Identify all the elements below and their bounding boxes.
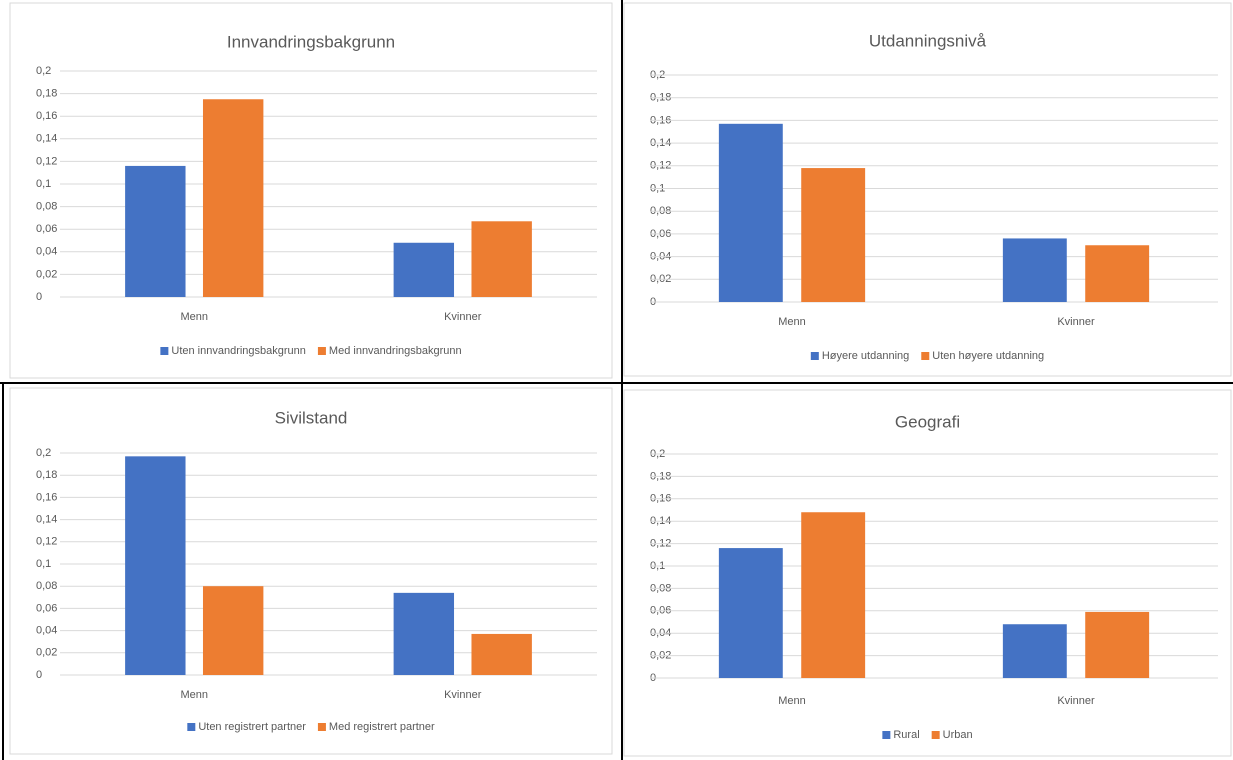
chart-title: Geografi	[895, 412, 960, 431]
y-tick-label: 0,04	[36, 625, 57, 637]
chart-title: Utdanningsnivå	[869, 31, 987, 50]
bar	[125, 456, 186, 675]
legend-label: Uten høyere utdanning	[932, 350, 1044, 362]
chart-title: Sivilstand	[275, 408, 348, 427]
bar	[801, 168, 866, 302]
bar	[393, 242, 455, 297]
y-tick-label: 0,04	[36, 246, 57, 258]
legend-label: Uten registrert partner	[198, 721, 306, 733]
legend-swatch	[187, 723, 196, 731]
bar	[1002, 238, 1067, 302]
y-tick-label: 0,18	[36, 88, 57, 100]
y-tick-label: 0,2	[36, 447, 51, 459]
legend-label: Med innvandringsbakgrunn	[329, 345, 462, 357]
legend-swatch	[921, 352, 930, 360]
legend-swatch	[882, 731, 891, 739]
x-tick-label: Kvinner	[1057, 316, 1095, 328]
bar	[125, 165, 186, 297]
chart-frame	[9, 2, 613, 379]
x-tick-label: Kvinner	[444, 689, 482, 701]
chart-frame	[9, 387, 613, 755]
x-tick-label: Kvinner	[1057, 695, 1095, 707]
bar	[393, 592, 455, 675]
y-tick-label: 0	[36, 669, 42, 681]
bar	[471, 221, 532, 297]
y-tick-label: 0,16	[36, 110, 57, 122]
chart-frame	[623, 2, 1232, 377]
bar	[801, 512, 866, 678]
y-tick-label: 0,08	[36, 201, 57, 213]
x-tick-label: Menn	[180, 311, 208, 323]
legend-swatch	[317, 347, 326, 355]
bar	[202, 99, 264, 297]
y-tick-label: 0,02	[36, 647, 57, 659]
legend-label: Rural	[893, 729, 919, 741]
legend-label: Høyere utdanning	[822, 350, 909, 362]
x-tick-label: Menn	[180, 689, 208, 701]
legend-label: Uten innvandringsbakgrunn	[171, 345, 306, 357]
y-tick-label: 0,08	[36, 580, 57, 592]
bar	[1085, 611, 1150, 678]
y-tick-label: 0,1	[36, 178, 51, 190]
chart-title: Innvandringsbakgrunn	[227, 32, 395, 51]
x-tick-label: Kvinner	[444, 311, 482, 323]
x-tick-label: Menn	[778, 695, 806, 707]
bar	[202, 586, 264, 675]
bar	[471, 633, 532, 675]
y-tick-label: 0,06	[36, 602, 57, 614]
y-tick-label: 0,12	[36, 155, 57, 167]
legend-swatch	[810, 352, 819, 360]
bar	[1002, 624, 1067, 678]
x-tick-label: Menn	[778, 316, 806, 328]
legend-swatch	[317, 723, 326, 731]
y-tick-label: 0	[36, 291, 42, 303]
y-tick-label: 0,14	[36, 133, 57, 145]
legend-label: Med registrert partner	[329, 721, 435, 733]
legend-label: Urban	[943, 729, 973, 741]
y-tick-label: 0,06	[36, 223, 57, 235]
bar	[1085, 245, 1150, 302]
y-tick-label: 0,18	[36, 469, 57, 481]
bar	[718, 123, 783, 303]
legend-swatch	[931, 731, 940, 739]
y-tick-label: 0,16	[36, 491, 57, 503]
legend-swatch	[160, 347, 169, 355]
y-tick-label: 0,2	[36, 65, 51, 77]
y-tick-label: 0,02	[36, 268, 57, 280]
y-tick-label: 0,14	[36, 514, 57, 526]
y-tick-label: 0,12	[36, 536, 57, 548]
bar	[718, 548, 783, 678]
y-tick-label: 0,1	[36, 558, 51, 570]
chart-frame	[623, 389, 1232, 757]
